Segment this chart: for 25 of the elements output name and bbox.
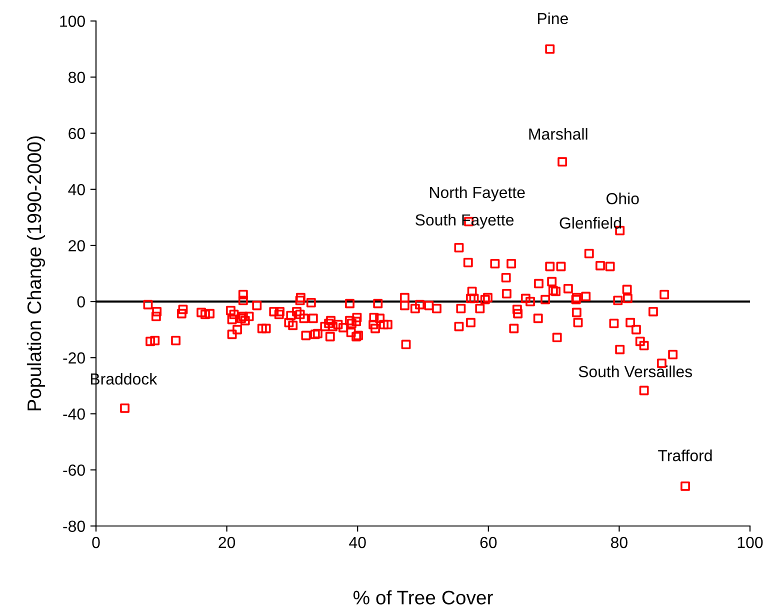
x-tick-label: 0 <box>92 536 100 548</box>
annotation: Glenfield <box>560 216 621 229</box>
x-tick-label: 40 <box>349 536 366 548</box>
y-tick-label: -40 <box>63 408 85 420</box>
annotation: North Fayette <box>430 186 525 202</box>
annotation: Ohio <box>606 192 639 204</box>
x-tick-label: 80 <box>611 536 628 548</box>
x-tick-label: 100 <box>738 536 763 548</box>
y-tick-label: -60 <box>63 464 85 476</box>
x-tick-label: 20 <box>218 536 236 548</box>
y-tick-label: 20 <box>68 240 85 252</box>
annotation: South Versailles <box>578 366 692 378</box>
annotation: Trafford <box>658 450 712 462</box>
y-tick-label: 60 <box>68 128 85 140</box>
annotation: Marshall <box>529 128 588 140</box>
x-tick-label: 60 <box>480 536 497 548</box>
x-axis-title: % of Tree Cover <box>353 590 493 604</box>
y-tick-label: 100 <box>60 16 85 27</box>
y-tick-label: 80 <box>68 72 85 84</box>
y-tick-label: -80 <box>63 520 85 532</box>
y-axis-title: Population Change (1990-2000) <box>26 136 46 410</box>
y-tick-label: 0 <box>77 296 85 308</box>
annotation: Pine <box>538 12 568 24</box>
y-tick-label: -20 <box>63 352 85 364</box>
y-tick-label: 40 <box>68 184 85 196</box>
